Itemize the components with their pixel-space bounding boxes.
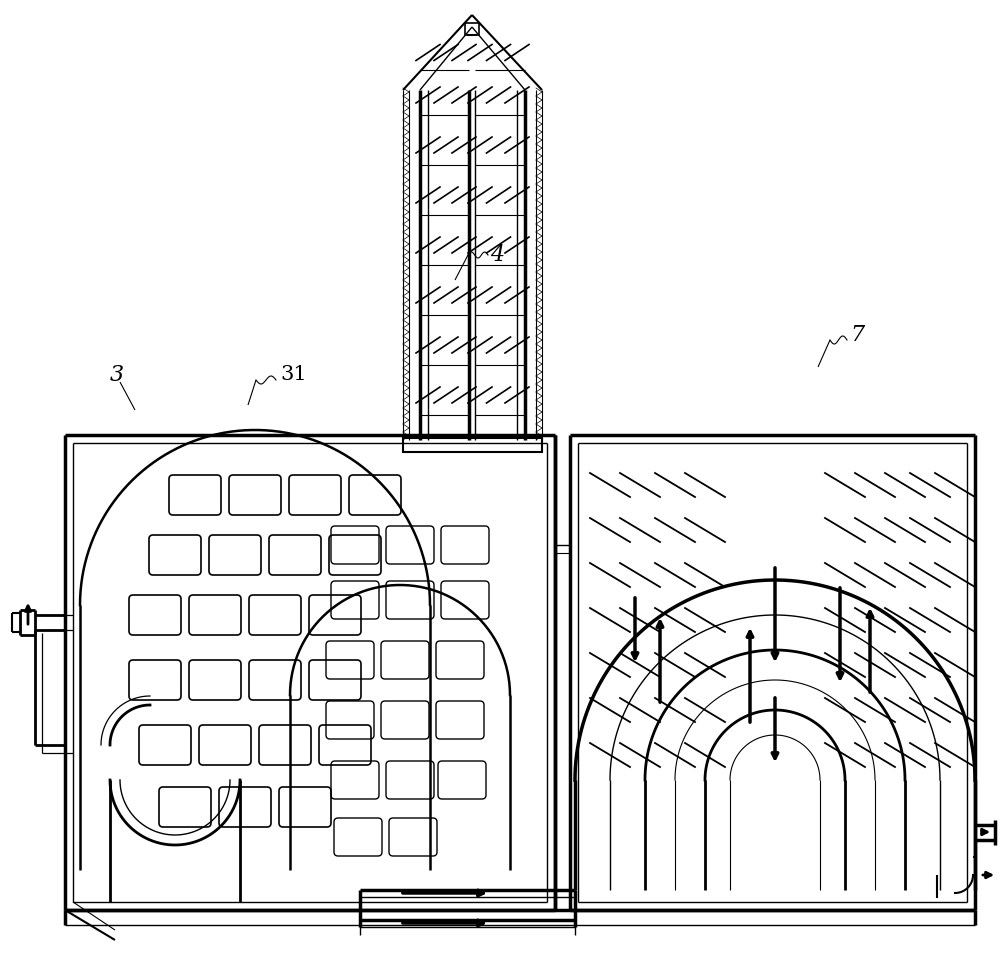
Text: 4: 4 bbox=[490, 244, 504, 266]
Text: 31: 31 bbox=[280, 366, 307, 384]
Bar bbox=[403, 438, 542, 452]
Bar bbox=[465, 23, 479, 35]
Text: 7: 7 bbox=[850, 324, 864, 346]
Text: 3: 3 bbox=[110, 364, 124, 386]
